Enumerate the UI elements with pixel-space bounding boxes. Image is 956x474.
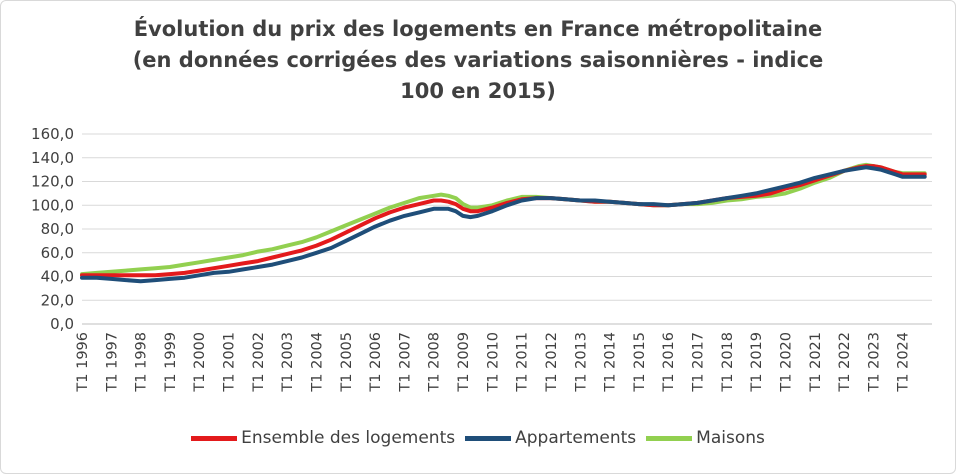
x-tick-label: T1 1998 [134, 332, 150, 393]
chart-title-line-1: Évolution du prix des logements en Franc… [133, 17, 823, 41]
legend-item-ensemble: Ensemble des logements [191, 428, 455, 448]
x-tick-label: T1 2010 [485, 332, 501, 393]
series-lines [80, 162, 927, 284]
grid-lines [82, 133, 932, 325]
x-tick-label: T1 2022 [837, 332, 853, 393]
legend-label-maisons: Maisons [696, 428, 765, 448]
chart-title-line-2: (en données corrigées des variations sai… [132, 48, 824, 72]
x-tick-label: T1 1999 [163, 332, 179, 393]
x-tick-label: T1 2002 [251, 332, 267, 393]
x-tick-label: T1 2005 [339, 332, 355, 393]
x-tick-label: T1 2023 [866, 332, 882, 393]
y-tick-label: 120,0 [31, 173, 74, 191]
x-tick-label: T1 2016 [661, 332, 677, 393]
series-line-2 [80, 162, 927, 277]
y-tick-label: 100,0 [31, 196, 74, 214]
x-tick-label: T1 2019 [749, 332, 765, 393]
x-tick-label: T1 2018 [720, 332, 736, 393]
y-tick-label: 0,0 [50, 315, 74, 333]
y-axis: 0,0 20,0 40,0 60,0 80,0 100,0 120,0 140,0 160,0 [31, 125, 74, 333]
legend-item-maisons: Maisons [646, 428, 765, 448]
x-tick-label: T1 2008 [427, 332, 443, 393]
y-tick-label: 140,0 [31, 149, 74, 167]
legend-item-appartements: Appartements [465, 428, 636, 448]
legend-swatch-ensemble [191, 435, 238, 441]
y-tick-label: 40,0 [41, 268, 74, 286]
legend: Ensemble des logements Appartements Mais… [0, 428, 956, 448]
y-tick-label: 60,0 [41, 244, 74, 262]
x-tick-label: T1 2007 [397, 332, 413, 393]
y-tick-label: 80,0 [41, 220, 74, 238]
x-tick-label: T1 2009 [456, 332, 472, 393]
x-tick-label: T1 1996 [75, 332, 91, 393]
x-tick-label: T1 2012 [544, 332, 560, 393]
x-tick-label: T1 2000 [192, 332, 208, 393]
x-tick-label: T1 2001 [222, 332, 238, 393]
legend-swatch-maisons [646, 435, 693, 441]
x-tick-label: T1 2017 [691, 332, 707, 393]
x-tick-label: T1 2015 [632, 332, 648, 393]
y-tick-label: 20,0 [41, 291, 74, 309]
legend-label-ensemble: Ensemble des logements [241, 428, 456, 448]
legend-label-appartements: Appartements [515, 428, 637, 448]
x-tick-label: T1 2013 [573, 332, 589, 393]
chart-title: Évolution du prix des logements en Franc… [60, 14, 896, 107]
x-tick-label: T1 2014 [603, 332, 619, 393]
x-tick-label: T1 1997 [104, 332, 120, 393]
legend-swatch-appartements [465, 435, 512, 441]
chart-title-line-3: 100 en 2015) [400, 79, 556, 103]
x-tick-label: T1 2020 [778, 332, 794, 393]
x-axis: T1 1996 T1 1997 T1 1998 T1 1999 T1 2000 T1 20… [75, 332, 912, 393]
x-tick-label: T1 2021 [808, 332, 824, 393]
y-tick-label: 160,0 [31, 125, 74, 143]
x-tick-label: T1 2024 [896, 332, 912, 393]
x-tick-label: T1 2011 [515, 332, 531, 393]
x-tick-label: T1 2003 [280, 332, 296, 393]
x-tick-label: T1 2004 [309, 332, 325, 393]
x-tick-label: T1 2006 [368, 332, 384, 393]
series-line-1 [80, 165, 927, 284]
